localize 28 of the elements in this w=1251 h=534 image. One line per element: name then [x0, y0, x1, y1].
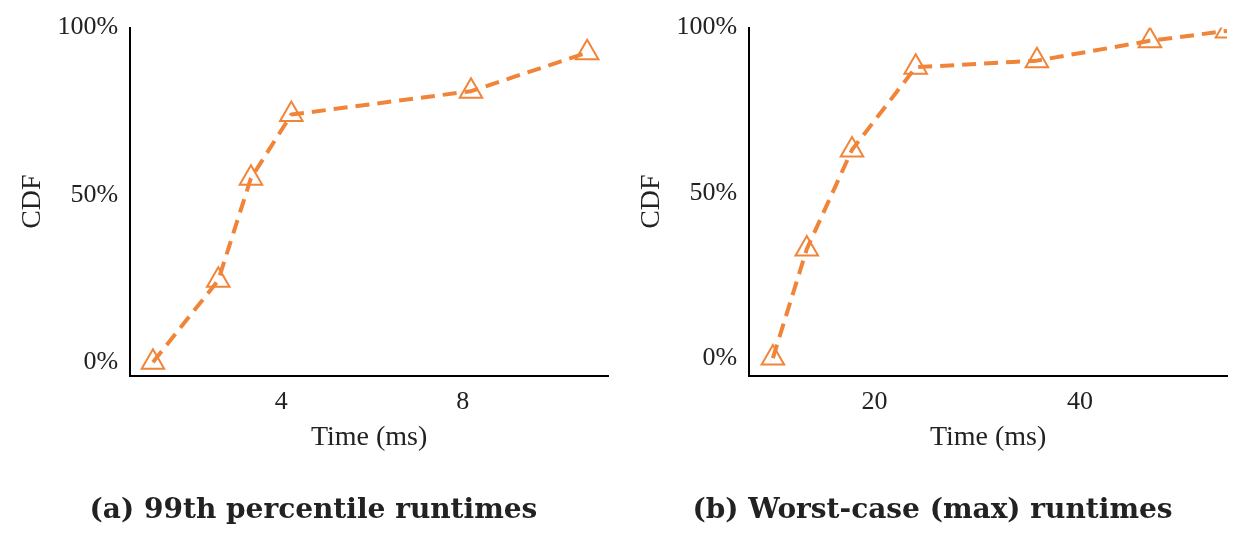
x-tick-label: 4: [274, 386, 288, 416]
x-axis-title: Time (ms): [310, 419, 428, 451]
point: [760, 344, 786, 366]
point: [903, 53, 928, 75]
x-axis-title: Time (ms): [929, 419, 1047, 451]
y-axis-title: CDF: [15, 174, 47, 229]
y-tick-label: 50%: [689, 176, 738, 206]
point: [1024, 46, 1050, 69]
y-tick-label: 100%: [57, 11, 119, 41]
point: [279, 100, 304, 123]
y-tick-label: 100%: [676, 11, 738, 41]
y-tick-label: 50%: [70, 178, 119, 208]
y-tick-label: 0%: [83, 346, 119, 376]
text: (b) Worst-case (max) runtimes: [692, 492, 1173, 526]
point: [458, 77, 484, 99]
y-axis-title: CDF: [634, 174, 666, 229]
text: (a) 99th percentile runtimes: [89, 492, 538, 526]
point: [206, 266, 231, 288]
point: [1137, 27, 1163, 49]
point: [794, 235, 820, 257]
x-tick-label: 40: [1067, 386, 1094, 416]
y-tick-label: 0%: [702, 341, 738, 371]
point: [574, 38, 600, 61]
x-tick-label: 20: [861, 386, 888, 416]
x-tick-label: 8: [456, 386, 470, 416]
point: [238, 164, 264, 186]
point: [140, 348, 166, 370]
point: [839, 135, 865, 158]
